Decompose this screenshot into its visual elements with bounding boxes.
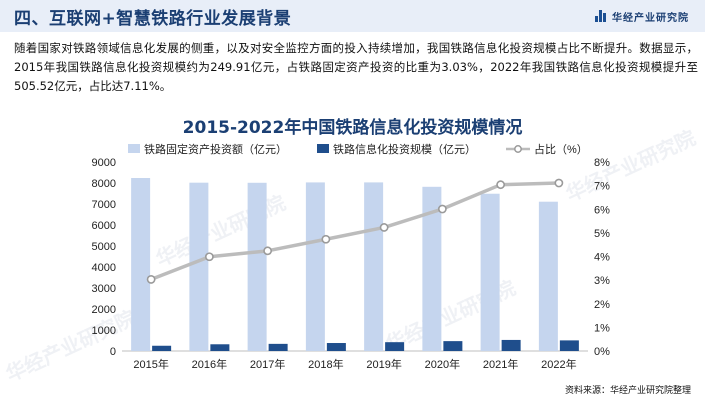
y-left-tick-label: 8000	[92, 178, 116, 190]
bar-info-investment	[210, 344, 230, 351]
bar-fixed-asset-investment	[247, 182, 267, 351]
y-right-tick-label: 1%	[594, 322, 610, 334]
y-right-tick-label: 3%	[594, 275, 610, 287]
bar-fixed-asset-investment	[538, 201, 558, 351]
legend-swatch-info	[317, 144, 329, 153]
y-left-tick-label: 2000	[92, 304, 116, 316]
y-left-tick-label: 4000	[92, 262, 116, 274]
x-tick-label: 2016年	[192, 357, 227, 371]
bar-info-investment	[268, 343, 288, 351]
bar-info-investment	[385, 342, 405, 351]
legend-label-info: 铁路信息化投资规模（亿元）	[333, 142, 476, 156]
line-point-share-percent	[263, 246, 273, 256]
bar-fixed-asset-investment	[480, 193, 500, 351]
y-right-tick-label: 2%	[594, 299, 610, 311]
y-right-tick-label: 8%	[594, 157, 610, 169]
y-left-tick-label: 7000	[92, 199, 116, 211]
line-share-percent	[150, 181, 559, 282]
brand: 华经产业研究院	[595, 9, 689, 24]
line-point-share-percent	[321, 234, 331, 244]
line-point-share-percent	[496, 180, 506, 190]
line-point-share-percent	[204, 252, 214, 262]
bar-fixed-asset-investment	[131, 178, 151, 351]
section-title: 四、互联网+智慧铁路行业发展背景	[14, 8, 292, 29]
y-right-tick-label: 5%	[594, 228, 610, 240]
bar-info-investment	[326, 343, 346, 351]
y-left-tick-label: 0	[110, 346, 116, 358]
y-right-tick-label: 4%	[594, 252, 610, 264]
y-left-tick-label: 5000	[92, 241, 116, 253]
y-left-tick-label: 6000	[92, 220, 116, 232]
x-tick-label: 2020年	[425, 357, 460, 371]
y-left-tick-label: 1000	[92, 325, 116, 337]
bar-fixed-asset-investment	[364, 182, 384, 351]
bar-fixed-asset-investment	[189, 182, 209, 351]
line-point-share-percent	[379, 223, 389, 232]
x-tick-label: 2018年	[308, 357, 343, 371]
x-tick-label: 2019年	[366, 357, 401, 371]
y-right-tick-label: 6%	[594, 204, 610, 216]
x-tick-label: 2015年	[133, 357, 168, 371]
y-left-tick-label: 3000	[92, 283, 116, 295]
brand-logo-icon	[595, 10, 607, 22]
y-left-tick-label: 9000	[92, 157, 116, 169]
line-point-share-percent	[437, 204, 447, 214]
x-tick-label: 2021年	[483, 357, 518, 371]
y-right-tick-label: 7%	[594, 181, 610, 193]
bar-fixed-asset-investment	[305, 182, 325, 351]
brand-name: 华经产业研究院	[612, 12, 689, 24]
slide-header: 四、互联网+智慧铁路行业发展背景 华经产业研究院	[0, 0, 705, 32]
source-note: 资料来源：华经产业研究院整理	[564, 386, 691, 396]
y-right-tick-label: 0%	[594, 346, 610, 358]
bar-info-investment	[559, 340, 579, 351]
bar-info-investment	[443, 341, 463, 351]
legend-swatch-line-marker	[514, 145, 522, 153]
legend-label-line: 占比（%）	[534, 142, 588, 156]
intro-paragraph: 随着国家对铁路领域信息化发展的侧重，以及对安全监控方面的投入持续增加，我国铁路信…	[14, 41, 698, 93]
bar-fixed-asset-investment	[422, 186, 442, 351]
bar-info-investment	[501, 339, 521, 351]
line-point-share-percent	[146, 275, 156, 284]
line-point-share-percent	[554, 178, 564, 188]
x-tick-label: 2022年	[541, 357, 576, 371]
legend-label-fixed: 铁路固定资产投资额（亿元）	[144, 142, 287, 156]
bar-info-investment	[152, 345, 172, 351]
x-tick-label: 2017年	[250, 357, 285, 371]
legend-swatch-fixed	[128, 144, 140, 153]
chart-title: 2015-2022年中国铁路信息化投资规模情况	[182, 118, 523, 138]
